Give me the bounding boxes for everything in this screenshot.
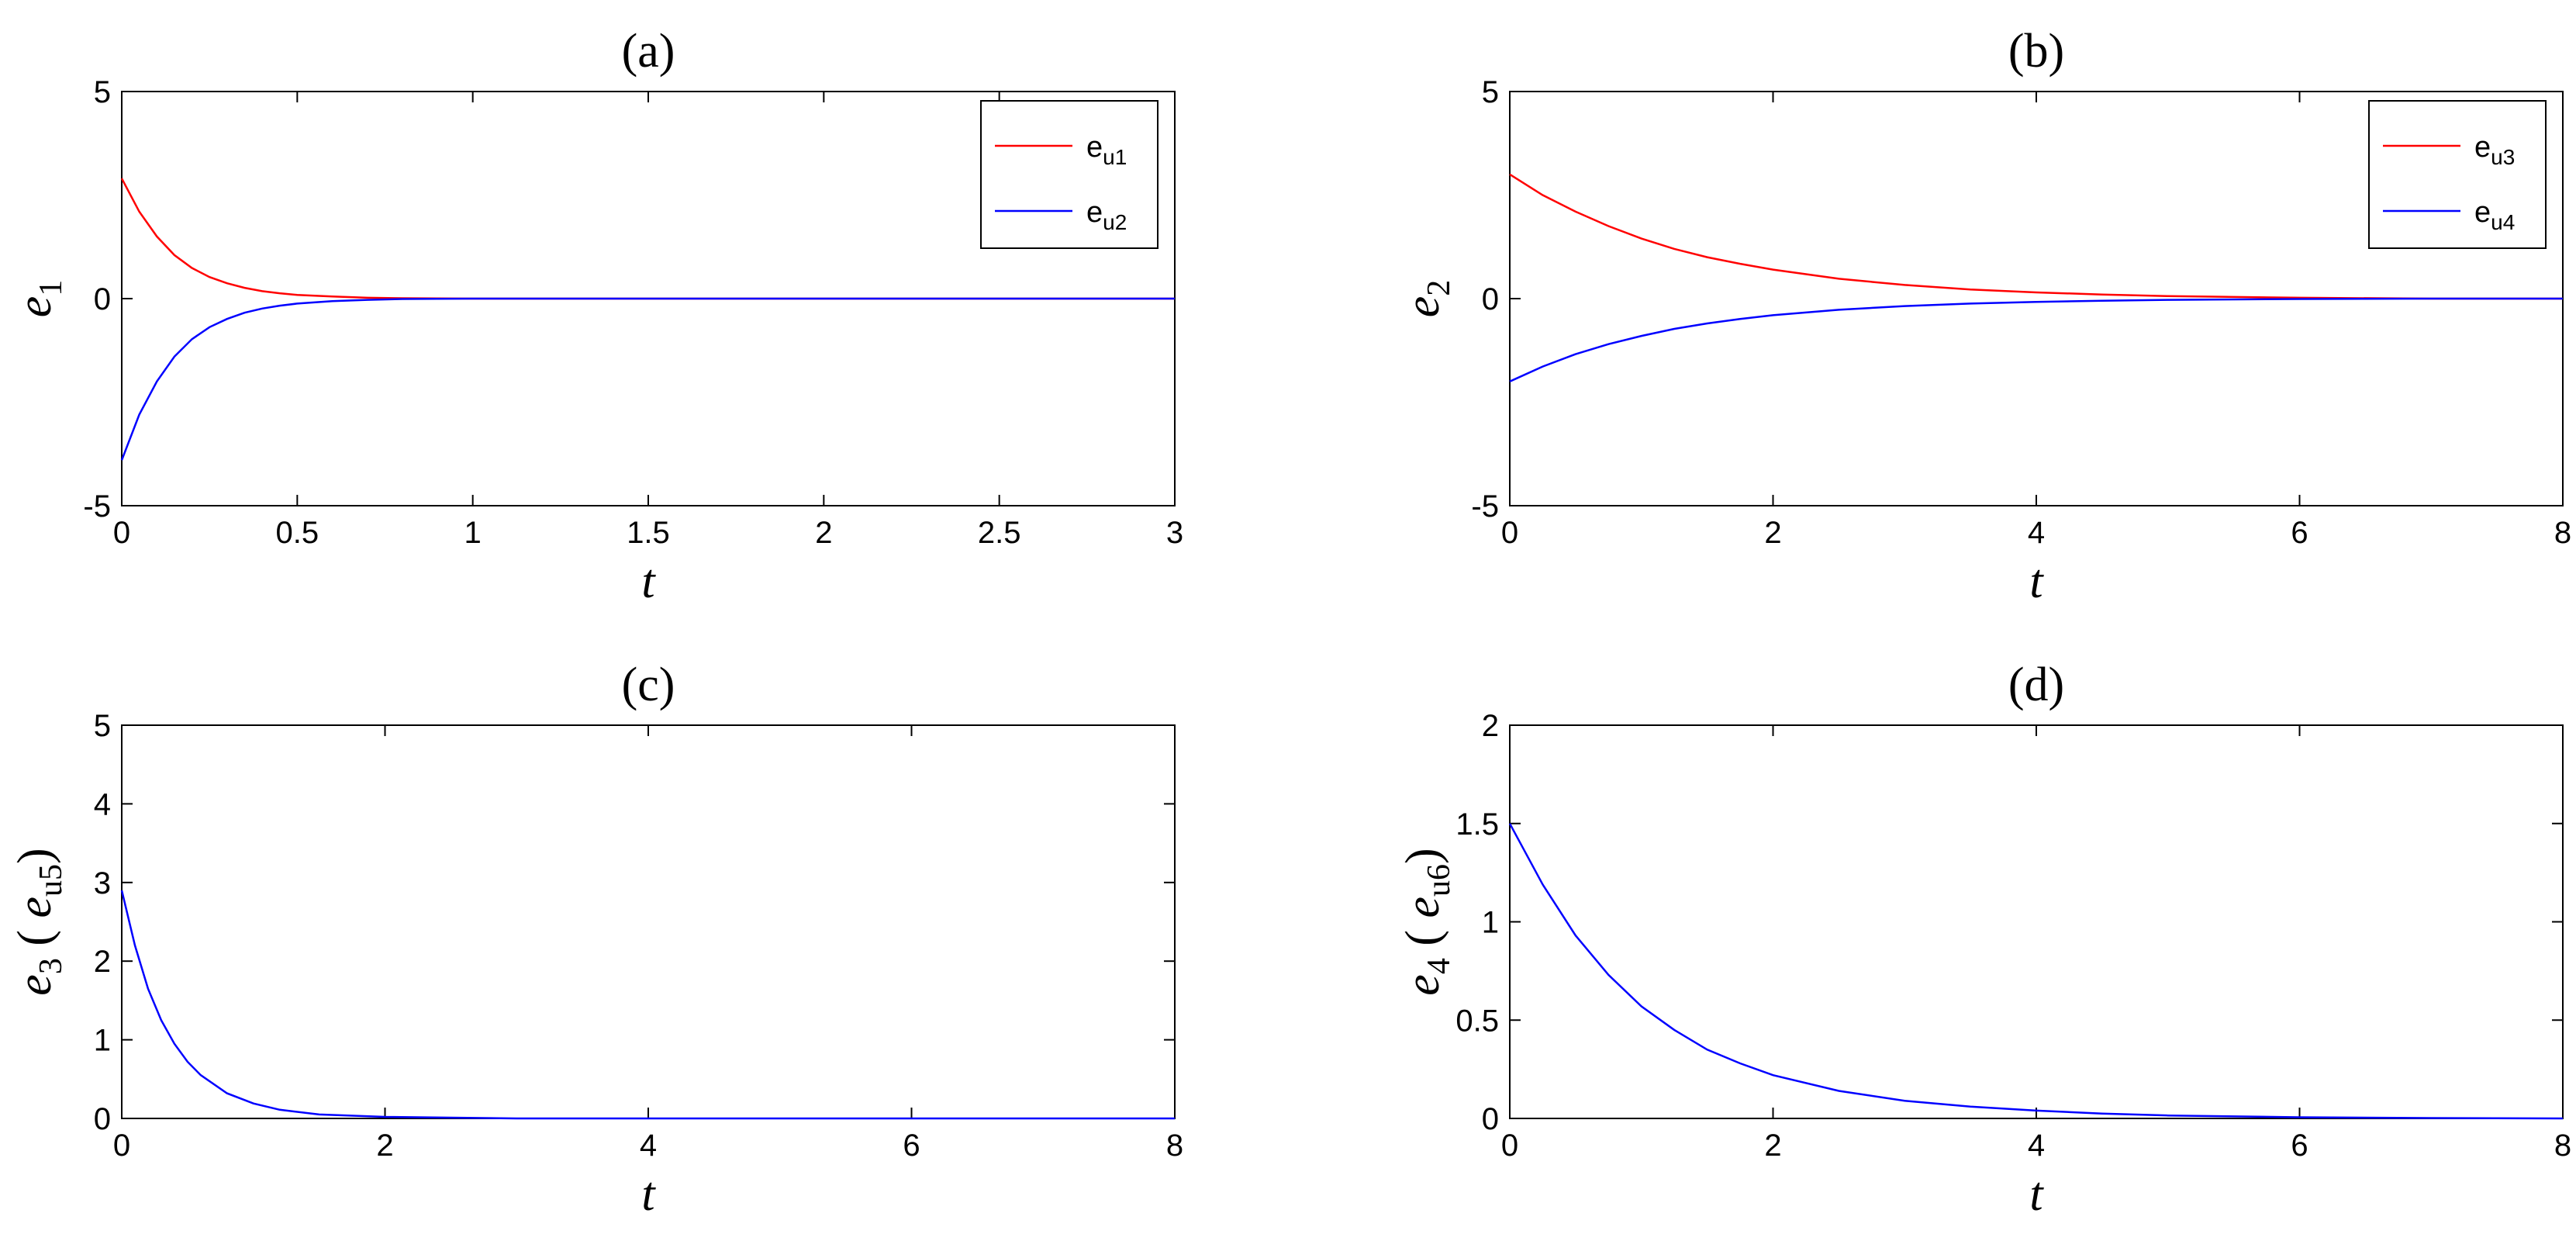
y-tick-label: 5 — [94, 709, 111, 743]
x-tick-label: 8 — [2554, 1129, 2571, 1163]
legend-label-sub: u2 — [1103, 210, 1127, 234]
x-tick-label: 8 — [1166, 1129, 1183, 1163]
x-tick-label: 2 — [1764, 516, 1781, 550]
x-tick-label: 6 — [903, 1129, 920, 1163]
y-label-base: e — [1397, 296, 1449, 318]
y-label-sub: 2 — [1421, 280, 1457, 296]
y-axis-label: e3 ( eu5) — [9, 848, 69, 995]
x-tick-label: 2 — [1764, 1129, 1781, 1163]
series-line-e_u2 — [120, 297, 1175, 461]
y-tick-label: 5 — [94, 75, 111, 109]
legend-label: eu2 — [1086, 196, 1127, 234]
legend-label-sub: u4 — [2491, 210, 2515, 234]
x-tick-label: 6 — [2291, 1129, 2308, 1163]
x-tick-label: 2 — [376, 1129, 393, 1163]
x-tick-label: 0 — [1501, 516, 1518, 550]
x-tick-label: 0 — [1501, 1129, 1518, 1163]
x-tick-label: 8 — [2554, 516, 2571, 550]
legend-label-base: e — [2474, 131, 2491, 164]
series-line-e_u4 — [1509, 297, 2563, 382]
legend-label-base: e — [1086, 196, 1103, 229]
panel-title: (b) — [2008, 25, 2064, 78]
x-axis-label: t — [641, 555, 656, 608]
y-axis-label: e1 — [9, 280, 69, 318]
y-axis-label: e2 — [1397, 280, 1457, 318]
y-tick-label: 1 — [1482, 906, 1499, 940]
y-label-base: e — [1397, 974, 1449, 996]
x-tick-label: 1 — [464, 516, 482, 550]
panel-title: (a) — [622, 25, 675, 78]
x-tick-label: 2.5 — [978, 516, 1021, 550]
legend-box — [2368, 100, 2547, 249]
y-tick-label: 4 — [94, 787, 111, 821]
panel-title: (d) — [2008, 658, 2064, 711]
legend-label-sub: u1 — [1103, 145, 1127, 169]
x-axis-label: t — [2029, 555, 2044, 608]
x-tick-label: 2 — [815, 516, 832, 550]
y-label-base: e — [9, 296, 61, 318]
y-axis-label: e4 ( eu6) — [1397, 848, 1457, 995]
y-label-base: e — [9, 974, 61, 996]
x-axis-label: t — [2029, 1168, 2044, 1221]
y-label-sub: 3 — [33, 958, 69, 974]
legend-label: eu3 — [2474, 131, 2515, 169]
y-label-sub: u5 — [33, 864, 69, 897]
x-axis-label: t — [641, 1168, 656, 1221]
y-tick-label: 0 — [1482, 282, 1499, 316]
plot-frame — [121, 724, 1176, 1119]
series-line-s0 — [120, 890, 1175, 1120]
y-label-sub: 1 — [33, 280, 69, 296]
y-tick-label: 1.5 — [1455, 807, 1499, 842]
y-label-sub: u6 — [1421, 864, 1457, 897]
x-tick-label: 4 — [2028, 1129, 2045, 1163]
x-tick-label: 1.5 — [627, 516, 670, 550]
legend-label-base: e — [2474, 196, 2491, 229]
y-tick-label: 0 — [94, 1102, 111, 1136]
y-tick-label: 2 — [1482, 709, 1499, 743]
y-tick-label: 5 — [1482, 75, 1499, 109]
x-tick-label: 6 — [2291, 516, 2308, 550]
y-label-sub: 4 — [1421, 958, 1457, 974]
x-tick-label: 4 — [2028, 516, 2045, 550]
series-line-s0 — [1508, 823, 2564, 1120]
y-tick-label: 0 — [94, 282, 111, 316]
legend-label-sub: u3 — [2491, 145, 2515, 169]
y-label-paren: ) — [9, 848, 61, 864]
legend-box — [980, 100, 1159, 249]
panel-title: (c) — [622, 658, 675, 711]
y-label-base: e — [9, 897, 61, 918]
y-label-paren: ( — [1397, 918, 1449, 959]
legend-label-base: e — [1086, 131, 1103, 164]
series-line-e_u3 — [1509, 173, 2563, 300]
x-tick-label: 0 — [113, 1129, 130, 1163]
legend-label: eu1 — [1086, 131, 1127, 169]
y-tick-label: 0.5 — [1455, 1004, 1499, 1038]
y-tick-label: 0 — [1482, 1102, 1499, 1136]
y-tick-label: -5 — [1471, 489, 1499, 524]
y-tick-label: 1 — [94, 1024, 111, 1058]
y-label-paren: ( — [9, 918, 61, 959]
x-tick-label: 3 — [1166, 516, 1183, 550]
legend-label: eu4 — [2474, 196, 2515, 234]
y-label-base: e — [1397, 897, 1449, 918]
y-tick-label: 3 — [94, 866, 111, 900]
y-tick-label: 2 — [94, 945, 111, 979]
plot-frame — [1509, 724, 2564, 1119]
x-tick-label: 0 — [113, 516, 130, 550]
y-label-paren: ) — [1397, 848, 1449, 864]
x-tick-label: 0.5 — [276, 516, 319, 550]
y-tick-label: -5 — [83, 489, 111, 524]
x-tick-label: 4 — [640, 1129, 657, 1163]
